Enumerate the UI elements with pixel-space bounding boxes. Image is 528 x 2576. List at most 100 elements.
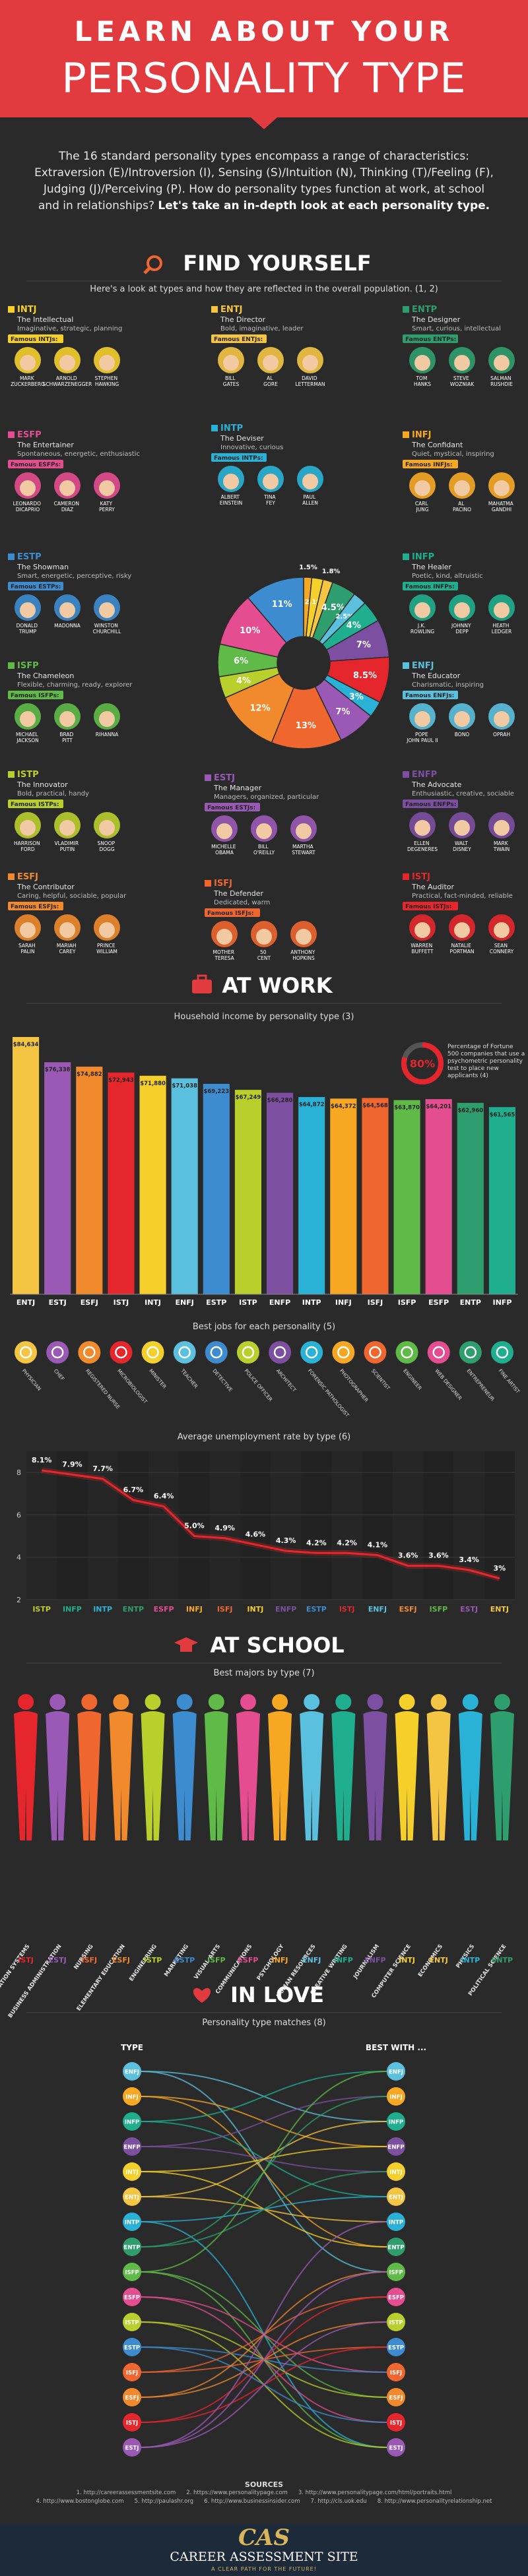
silhouette-head bbox=[367, 1694, 383, 1710]
type-code: INTP bbox=[220, 424, 243, 433]
type-swatch bbox=[8, 873, 15, 880]
type-swatch bbox=[403, 873, 409, 880]
pie-value-label: 12% bbox=[250, 703, 271, 713]
pie-value-label: 3% bbox=[349, 692, 364, 702]
bar-value-label: $72,943 bbox=[108, 1077, 134, 1084]
plot-stripe bbox=[87, 1451, 118, 1600]
sources: SOURCES 1. http://careerassessmentsite.c… bbox=[26, 2480, 502, 2506]
famous-name: MARK TWAIN bbox=[493, 840, 510, 852]
famous-name: OPRAH bbox=[493, 732, 510, 738]
silhouette-head bbox=[494, 1694, 510, 1710]
match-bubble bbox=[387, 2338, 405, 2356]
income-bar bbox=[267, 1092, 294, 1294]
famous-name: ANTHONY HOPKINS bbox=[290, 949, 316, 961]
y-tick-label: 4 bbox=[16, 1554, 21, 1562]
bar-value-label: $64,201 bbox=[426, 1104, 451, 1110]
famous-name: VLADIMIR PUTIN bbox=[55, 840, 81, 852]
avatar-face bbox=[99, 480, 115, 496]
famous-name: MICHELLE OBAMA bbox=[211, 844, 238, 856]
logo-tagline: A CLEAR PATH FOR THE FUTURE! bbox=[211, 2566, 317, 2572]
major-type: INFJ bbox=[272, 1956, 288, 1964]
avatar-face bbox=[454, 711, 470, 727]
famous-label: Famous INTPs: bbox=[214, 455, 263, 462]
x-tick-label: ESFJ bbox=[81, 1298, 98, 1307]
match-bubble bbox=[387, 2413, 405, 2432]
avatar-face bbox=[454, 355, 470, 371]
silhouette-head bbox=[399, 1694, 415, 1710]
pie-value-label: 4.5% bbox=[321, 603, 345, 613]
type-code: ENTP bbox=[412, 305, 437, 315]
type-traits: Bold, imaginative, leader bbox=[220, 325, 304, 332]
famous-name: TOM HANKS bbox=[414, 375, 431, 387]
major-type: ESFP bbox=[238, 1956, 258, 1964]
line-value-label: 8.1% bbox=[32, 1456, 52, 1464]
silhouette-head bbox=[113, 1694, 129, 1710]
match-bubble bbox=[387, 2263, 405, 2281]
heading-icon bbox=[197, 974, 207, 982]
match-bubble-label: ISTP bbox=[389, 2320, 403, 2327]
famous-name: KATY PERRY bbox=[99, 501, 115, 513]
avatar-face bbox=[20, 922, 36, 938]
famous-pill bbox=[403, 691, 458, 699]
job-icon bbox=[427, 1341, 450, 1364]
type-swatch bbox=[211, 425, 218, 431]
avatar-face bbox=[414, 480, 430, 496]
major-type: ENFJ bbox=[302, 1956, 321, 1964]
section-heading: AT SCHOOL bbox=[210, 1633, 344, 1658]
bar-value-label: $63,870 bbox=[394, 1105, 420, 1112]
avatar-face bbox=[99, 355, 115, 371]
type-bubble bbox=[123, 2162, 141, 2181]
job-icon bbox=[269, 1341, 292, 1364]
column-header: TYPE bbox=[121, 2043, 143, 2052]
famous-name: ELLEN DEGENERES bbox=[407, 840, 438, 852]
match-bubble-label: ESFJ bbox=[389, 2395, 403, 2402]
type-traits: Imaginative, strategic, planning bbox=[17, 325, 122, 332]
job-icon-glyph bbox=[496, 1346, 509, 1359]
type-bubble-label: ENTJ bbox=[125, 2195, 139, 2201]
silhouette-body bbox=[46, 1711, 70, 1840]
type-swatch bbox=[8, 306, 15, 313]
x-tick-label: ISTJ bbox=[114, 1298, 129, 1307]
type-traits: Charismatic, inspiring bbox=[412, 681, 484, 689]
x-tick-label: INTJ bbox=[145, 1298, 161, 1307]
match-line bbox=[141, 2321, 387, 2448]
plot-stripe bbox=[209, 1451, 240, 1600]
famous-name: SALMAN RUSHDIE bbox=[490, 375, 513, 387]
match-bubble-label: ESTJ bbox=[389, 2445, 403, 2452]
pie-value-label: 4% bbox=[346, 621, 361, 631]
type-code: INFP bbox=[412, 552, 434, 562]
famous-name: CARL JUNG bbox=[415, 501, 430, 513]
avatar-face bbox=[302, 355, 318, 371]
type-nickname: The Entertainer bbox=[16, 441, 74, 449]
x-tick-label: ESFJ bbox=[399, 1605, 417, 1614]
job-icon bbox=[395, 1341, 418, 1364]
heading-icon bbox=[180, 1645, 192, 1652]
type-traits: Enthusiastic, creative, sociable bbox=[412, 790, 514, 798]
famous-pill bbox=[403, 582, 458, 590]
x-tick-label: ESTP bbox=[206, 1298, 226, 1307]
x-tick-label: INFP bbox=[493, 1298, 512, 1307]
famous-name: HEATH LEDGER bbox=[492, 623, 512, 635]
silhouette-head bbox=[304, 1694, 320, 1710]
type-nickname: The Educator bbox=[411, 672, 461, 680]
bar-value-label: $69,223 bbox=[203, 1088, 229, 1095]
avatar-face bbox=[302, 474, 318, 489]
pie-slice bbox=[224, 673, 295, 743]
type-nickname: The Chameleon bbox=[16, 672, 74, 680]
avatar-face bbox=[59, 820, 75, 836]
bar-value-label: $84,634 bbox=[13, 1042, 39, 1048]
famous-label: Famous ENTJs: bbox=[214, 336, 263, 343]
match-bubble bbox=[387, 2112, 405, 2131]
pie-slice bbox=[271, 685, 342, 749]
job-icon-glyph bbox=[115, 1346, 127, 1359]
line-value-label: 6.4% bbox=[154, 1492, 174, 1501]
pie-value-label: 1.5% bbox=[299, 564, 317, 571]
type-bubble-label: ESFP bbox=[124, 2295, 140, 2302]
match-bubble bbox=[387, 2137, 405, 2156]
type-bubble-label: INTP bbox=[125, 2220, 139, 2226]
bar-value-label: $64,372 bbox=[331, 1103, 356, 1110]
famous-name: WINSTON CHURCHILL bbox=[93, 623, 121, 635]
type-code: INFJ bbox=[412, 430, 431, 440]
famous-name: CAMERON DIAZ bbox=[54, 501, 81, 513]
type-traits: Practical, fact-minded, reliable bbox=[412, 893, 513, 900]
